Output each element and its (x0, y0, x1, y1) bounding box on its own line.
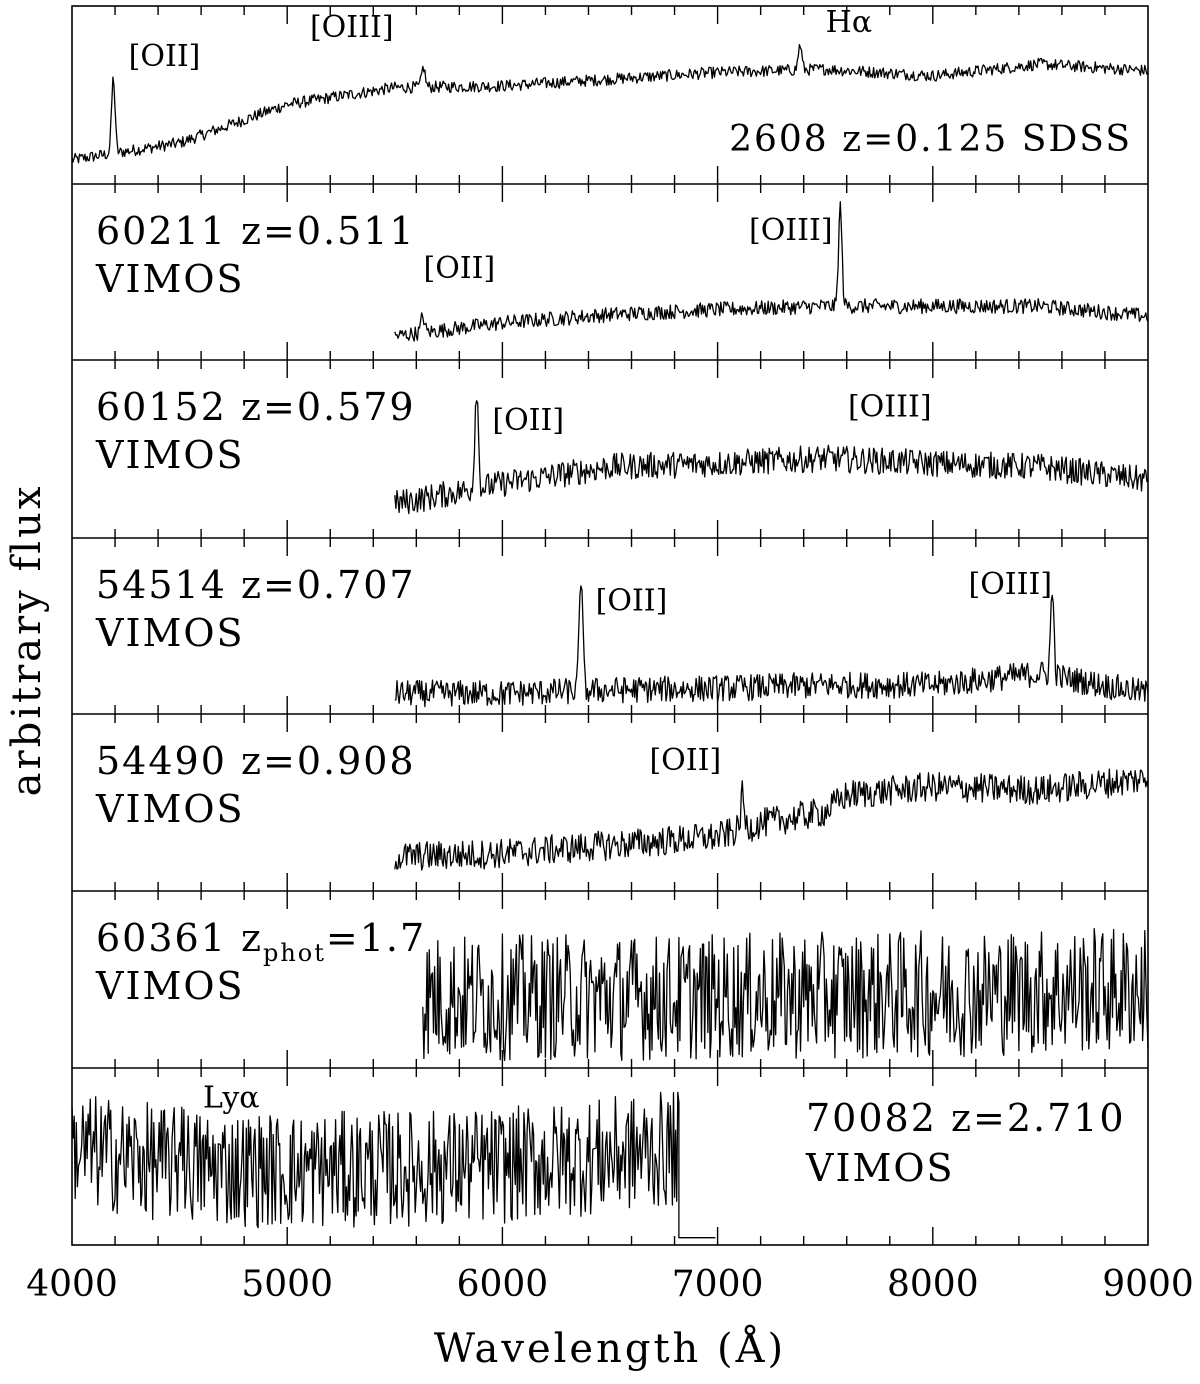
line-label: [OIII] (310, 10, 394, 45)
label-subscript: phot (263, 939, 326, 967)
panel-label-line1: 60211 z=0.511 (96, 209, 416, 253)
spectrum-60152 (394, 400, 1149, 515)
panel-2608: [OII] [OIII] Hα 2608 z=0.125 SDSS (71, 5, 1149, 184)
x-tick-label: 6000 (457, 1264, 549, 1305)
x-axis-label: Wavelength (Å) (434, 1325, 786, 1372)
spectrum-60211 (394, 201, 1149, 342)
line-label: [OII] (424, 251, 496, 286)
panel-label-line1: 54514 z=0.707 (96, 563, 416, 607)
panel-label-line2: VIMOS (95, 257, 245, 301)
spectrum-2608 (71, 43, 1149, 164)
panel-label-line2: VIMOS (95, 611, 245, 655)
line-label: [OIII] (848, 389, 932, 424)
panel-label: 2608 z=0.125 SDSS (729, 119, 1132, 160)
spectrum-70082 (71, 1091, 716, 1239)
panel-label-line1: 60152 z=0.579 (96, 385, 416, 429)
panel-label-line2: VIMOS (95, 964, 245, 1008)
spectrum-54490 (394, 768, 1149, 871)
panel-label-line2: VIMOS (95, 787, 245, 831)
x-tick-label: 4000 (26, 1264, 118, 1305)
y-axis-label: arbitrary flux (4, 484, 50, 797)
line-label: [OII] (492, 403, 564, 438)
x-tick-label: 9000 (1102, 1264, 1194, 1305)
x-tick-label: 5000 (241, 1264, 333, 1305)
x-tick-label: 7000 (672, 1264, 764, 1305)
line-label: [OII] (596, 583, 668, 618)
panel-label-line1: 54490 z=0.908 (96, 739, 416, 783)
panel-label-line2: VIMOS (805, 1146, 955, 1190)
label-value: =1.7 (326, 916, 426, 960)
line-label: Hα (826, 5, 872, 40)
label-id: 60361 z (96, 916, 263, 960)
line-label: [OII] (129, 39, 201, 74)
panel-label-line2: VIMOS (95, 433, 245, 477)
line-label: [OII] (649, 743, 721, 778)
x-tick-label: 8000 (887, 1264, 979, 1305)
line-label: Lyα (203, 1080, 260, 1115)
spectrum-54514 (394, 585, 1149, 708)
spectrum-60361 (422, 927, 1149, 1061)
panels-layer: [OII] [OIII] Hα 2608 z=0.125 SDSS [OII] [OIII… (71, 5, 1149, 1245)
plot-frame (71, 5, 1149, 1246)
line-label: [OIII] (749, 213, 833, 248)
panel-70082: Lyα 70082 z=2.710 VIMOS (71, 1067, 1148, 1245)
line-label: [OIII] (968, 567, 1052, 602)
panel-label-line1: 70082 z=2.710 (806, 1096, 1126, 1140)
x-axis: 4000 5000 6000 7000 8000 9000 (26, 1264, 1194, 1305)
panel-label-line1: 60361 zphot=1.7 (96, 916, 426, 967)
